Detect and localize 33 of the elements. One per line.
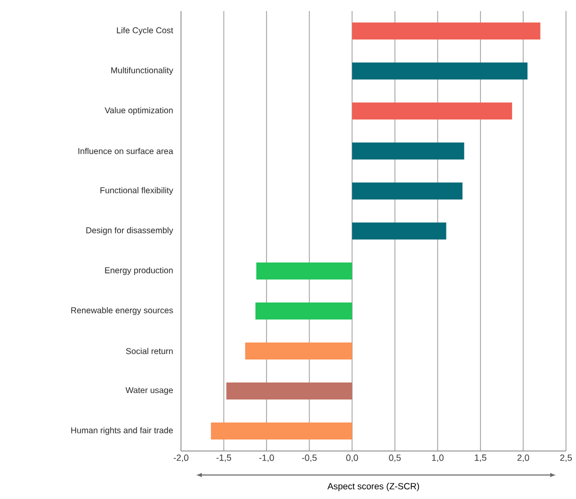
bar (352, 142, 464, 160)
y-tick-label: Water usage (126, 387, 173, 395)
x-tick-label: 0,0 (346, 454, 358, 462)
y-tick-label: Influence on surface area (78, 148, 174, 154)
x-axis-title: Aspect scores (Z-SCR) (327, 482, 420, 492)
y-tick-label: Renewable energy sources (71, 307, 173, 315)
y-tick-label: Human rights and fair trade (71, 427, 173, 435)
x-tick-label: 1,5 (474, 454, 486, 462)
y-tick-label: Energy production (105, 267, 173, 275)
x-tick-label: 1,0 (432, 454, 444, 462)
x-tick-label: -1,5 (216, 454, 232, 462)
x-tick-label: -0,5 (302, 454, 317, 462)
bar (352, 222, 446, 240)
bar (245, 342, 352, 360)
x-tick-label: -2,0 (174, 454, 188, 462)
y-tick-label: Design for disassembly (86, 227, 174, 235)
x-tick-label: -1,0 (259, 454, 274, 462)
bar (352, 22, 540, 40)
x-tick-label: 0,5 (389, 454, 401, 462)
x-tick-label: 2,0 (517, 454, 530, 462)
y-tick-label: Life Cycle Cost (116, 27, 174, 35)
bar (255, 302, 352, 320)
y-tick-label: Social return (126, 348, 173, 354)
bar (352, 102, 512, 120)
x-tick-label: 2,5 (560, 454, 572, 462)
bar (352, 62, 528, 80)
bar (226, 382, 352, 400)
bar (210, 422, 352, 440)
bar (352, 182, 462, 200)
bar (256, 262, 352, 280)
y-tick-label: Functional flexibility (100, 187, 174, 195)
y-tick-label: Multifunctionality (111, 67, 174, 75)
y-tick-label: Value optimization (104, 107, 173, 115)
